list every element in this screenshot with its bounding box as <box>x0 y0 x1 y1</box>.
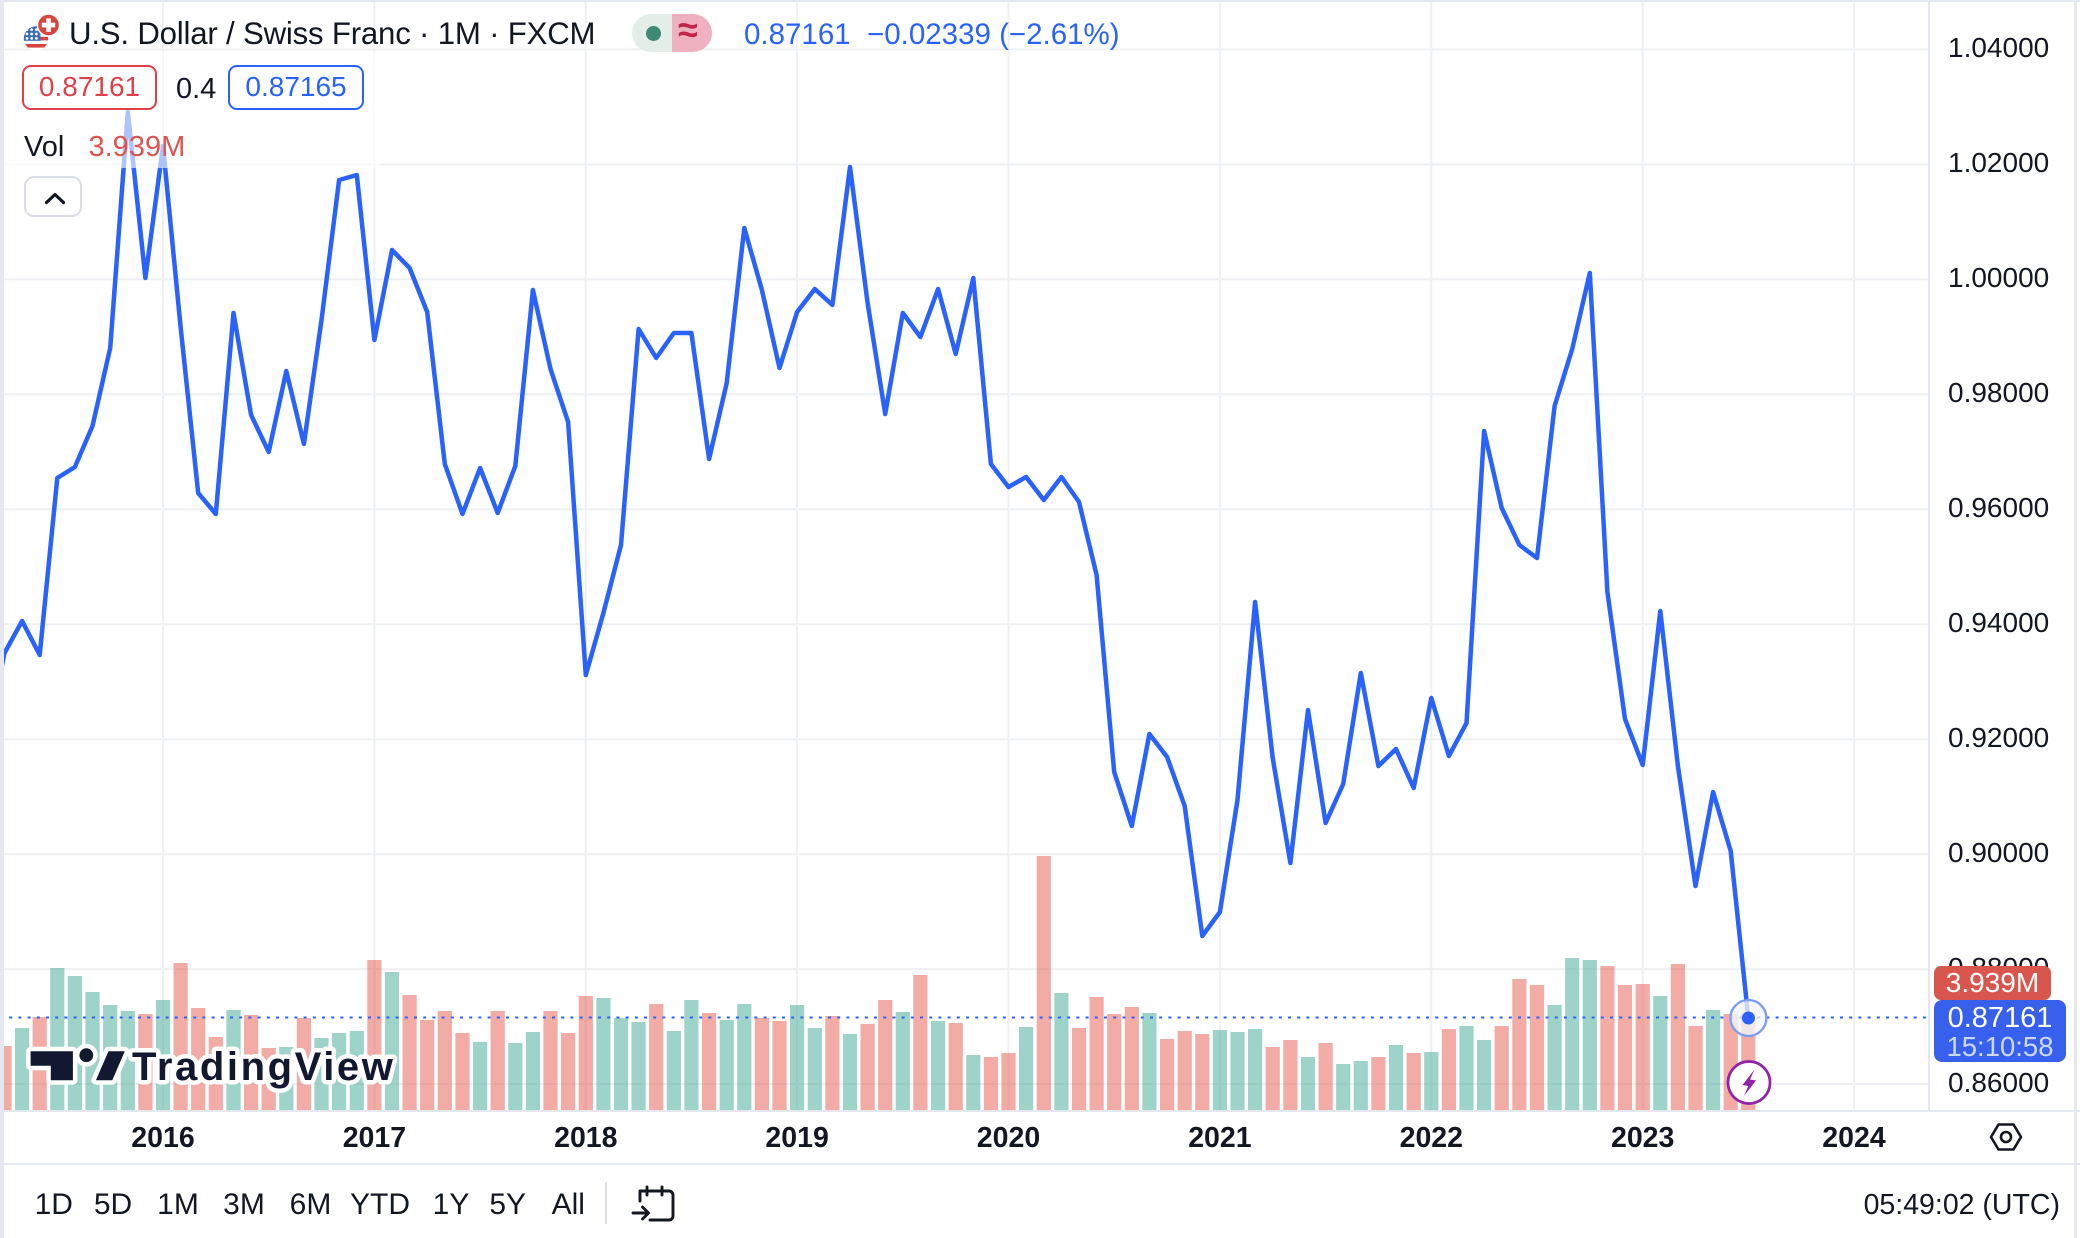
svg-text:TradingView: TradingView <box>132 1045 395 1089</box>
